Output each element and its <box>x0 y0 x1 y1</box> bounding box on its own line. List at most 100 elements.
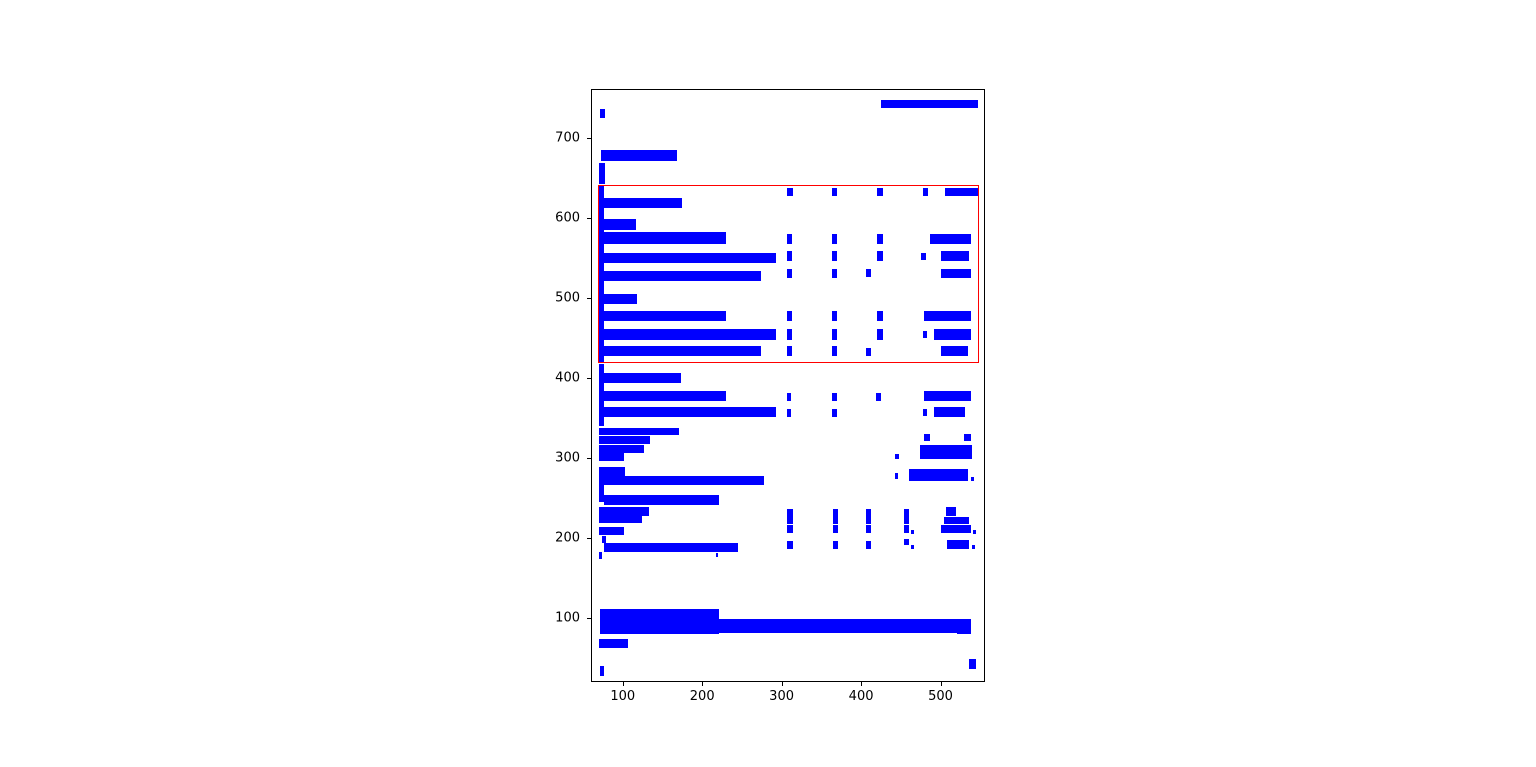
x-tick-mark <box>622 682 624 686</box>
layout-box <box>719 619 971 633</box>
x-tick-mark <box>861 682 863 686</box>
layout-box <box>894 454 899 459</box>
layout-box <box>599 252 777 263</box>
layout-box <box>920 444 973 459</box>
layout-box <box>866 509 871 524</box>
layout-box <box>599 427 680 435</box>
layout-box <box>599 639 629 648</box>
layout-box <box>786 187 793 196</box>
layout-box <box>866 269 871 278</box>
layout-box <box>786 310 793 322</box>
layout-box <box>904 509 909 524</box>
layout-box <box>599 475 604 503</box>
layout-box <box>831 346 838 356</box>
layout-box <box>881 99 978 108</box>
layout-box <box>599 329 777 340</box>
layout-box <box>832 509 839 524</box>
y-tick-label: 500 <box>555 290 580 306</box>
y-tick-mark <box>587 377 591 379</box>
layout-box <box>831 187 838 196</box>
layout-box <box>940 250 970 262</box>
layout-box <box>922 187 929 196</box>
layout-box <box>922 330 927 339</box>
layout-box <box>599 218 636 230</box>
layout-box <box>599 232 727 244</box>
layout-box <box>786 540 793 550</box>
highlight-rectangle <box>598 185 979 363</box>
layout-box <box>972 530 976 535</box>
layout-box <box>970 476 975 482</box>
layout-box <box>832 540 839 550</box>
layout-box <box>786 408 792 418</box>
layout-box <box>599 109 605 118</box>
y-tick-mark <box>587 137 591 139</box>
layout-box <box>971 544 975 550</box>
layout-box <box>963 434 971 442</box>
layout-box <box>715 553 719 557</box>
layout-box <box>832 524 839 533</box>
layout-box <box>957 627 971 635</box>
layout-box <box>599 515 642 523</box>
layout-box <box>599 609 720 635</box>
layout-box <box>947 539 970 550</box>
x-tick-label: 500 <box>928 689 953 704</box>
layout-box <box>924 390 971 402</box>
layout-box <box>877 234 883 244</box>
layout-box <box>599 444 645 453</box>
layout-box <box>786 392 792 402</box>
layout-box <box>894 472 898 479</box>
layout-box <box>831 408 837 418</box>
y-tick-mark <box>587 217 591 219</box>
layout-box <box>831 392 837 402</box>
layout-box <box>599 310 727 322</box>
x-tick-label: 200 <box>689 689 715 704</box>
layout-box <box>944 187 979 196</box>
x-tick-mark <box>781 682 783 686</box>
layout-box <box>599 346 762 357</box>
layout-box <box>786 234 793 244</box>
plot-area <box>591 89 985 682</box>
layout-box <box>866 347 871 356</box>
layout-box <box>934 406 965 418</box>
layout-box <box>904 524 909 533</box>
layout-box <box>601 535 607 543</box>
layout-box <box>599 452 625 462</box>
y-tick-label: 600 <box>555 210 580 226</box>
layout-box <box>877 310 883 322</box>
layout-box <box>599 406 777 418</box>
layout-box <box>908 469 968 482</box>
layout-box <box>831 329 838 340</box>
layout-box <box>599 551 603 559</box>
layout-box <box>866 540 871 550</box>
layout-box <box>876 392 882 402</box>
layout-box <box>603 494 720 506</box>
y-tick-label: 400 <box>555 370 580 386</box>
layout-box <box>599 270 762 282</box>
layout-box <box>922 409 927 417</box>
layout-box <box>969 659 977 670</box>
layout-box <box>599 435 650 445</box>
layout-box <box>910 530 914 535</box>
y-tick-mark <box>587 618 591 619</box>
layout-box <box>910 544 914 550</box>
y-tick-label: 100 <box>555 610 580 626</box>
layout-box <box>946 506 956 517</box>
layout-box <box>943 516 970 524</box>
layout-box <box>599 162 605 185</box>
layout-box <box>603 543 739 552</box>
layout-box <box>877 329 883 340</box>
layout-box <box>831 250 838 262</box>
x-tick-label: 300 <box>769 689 795 704</box>
layout-box <box>877 187 883 196</box>
y-tick-mark <box>587 538 591 539</box>
layout-box <box>599 198 683 209</box>
layout-box <box>924 434 931 442</box>
x-tick-label: 400 <box>848 689 874 704</box>
layout-box <box>599 294 638 305</box>
y-tick-label: 700 <box>555 130 580 146</box>
layout-box <box>786 329 793 340</box>
layout-box <box>600 150 677 162</box>
layout-box <box>786 509 793 524</box>
layout-box <box>831 310 838 322</box>
layout-box <box>940 268 971 279</box>
